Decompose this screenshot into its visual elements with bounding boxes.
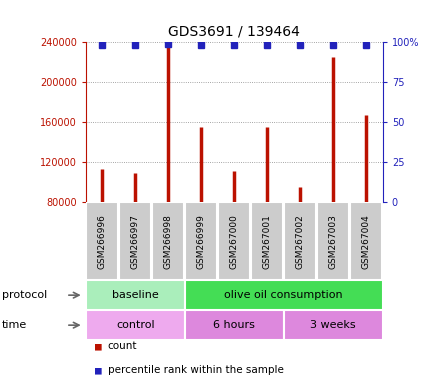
Text: time: time bbox=[2, 320, 27, 330]
Text: GSM266998: GSM266998 bbox=[164, 214, 173, 268]
Text: ■: ■ bbox=[95, 341, 101, 351]
Text: GSM267004: GSM267004 bbox=[362, 214, 371, 268]
Text: 3 weeks: 3 weeks bbox=[311, 320, 356, 330]
Bar bbox=[350, 202, 382, 280]
Text: GSM267001: GSM267001 bbox=[263, 214, 272, 268]
Text: GSM266997: GSM266997 bbox=[131, 214, 140, 268]
Bar bbox=[284, 310, 383, 340]
Text: count: count bbox=[108, 341, 137, 351]
Text: ■: ■ bbox=[95, 365, 101, 375]
Title: GDS3691 / 139464: GDS3691 / 139464 bbox=[169, 24, 300, 38]
Text: GSM267002: GSM267002 bbox=[296, 214, 305, 268]
Bar bbox=[317, 202, 349, 280]
Bar bbox=[86, 202, 118, 280]
Bar bbox=[119, 202, 151, 280]
Text: olive oil consumption: olive oil consumption bbox=[224, 290, 343, 300]
Text: 6 hours: 6 hours bbox=[213, 320, 255, 330]
Bar bbox=[86, 310, 185, 340]
Bar bbox=[152, 202, 184, 280]
Text: baseline: baseline bbox=[112, 290, 159, 300]
Bar bbox=[218, 202, 250, 280]
Bar bbox=[185, 310, 284, 340]
Text: GSM266996: GSM266996 bbox=[98, 214, 107, 268]
Bar bbox=[86, 280, 185, 310]
Bar bbox=[185, 202, 217, 280]
Text: GSM267000: GSM267000 bbox=[230, 214, 239, 268]
Bar bbox=[185, 280, 383, 310]
Text: percentile rank within the sample: percentile rank within the sample bbox=[108, 365, 284, 375]
Bar bbox=[284, 202, 316, 280]
Text: GSM266999: GSM266999 bbox=[197, 214, 206, 268]
Text: GSM267003: GSM267003 bbox=[329, 214, 338, 268]
Text: control: control bbox=[116, 320, 154, 330]
Text: protocol: protocol bbox=[2, 290, 48, 300]
Bar bbox=[251, 202, 283, 280]
